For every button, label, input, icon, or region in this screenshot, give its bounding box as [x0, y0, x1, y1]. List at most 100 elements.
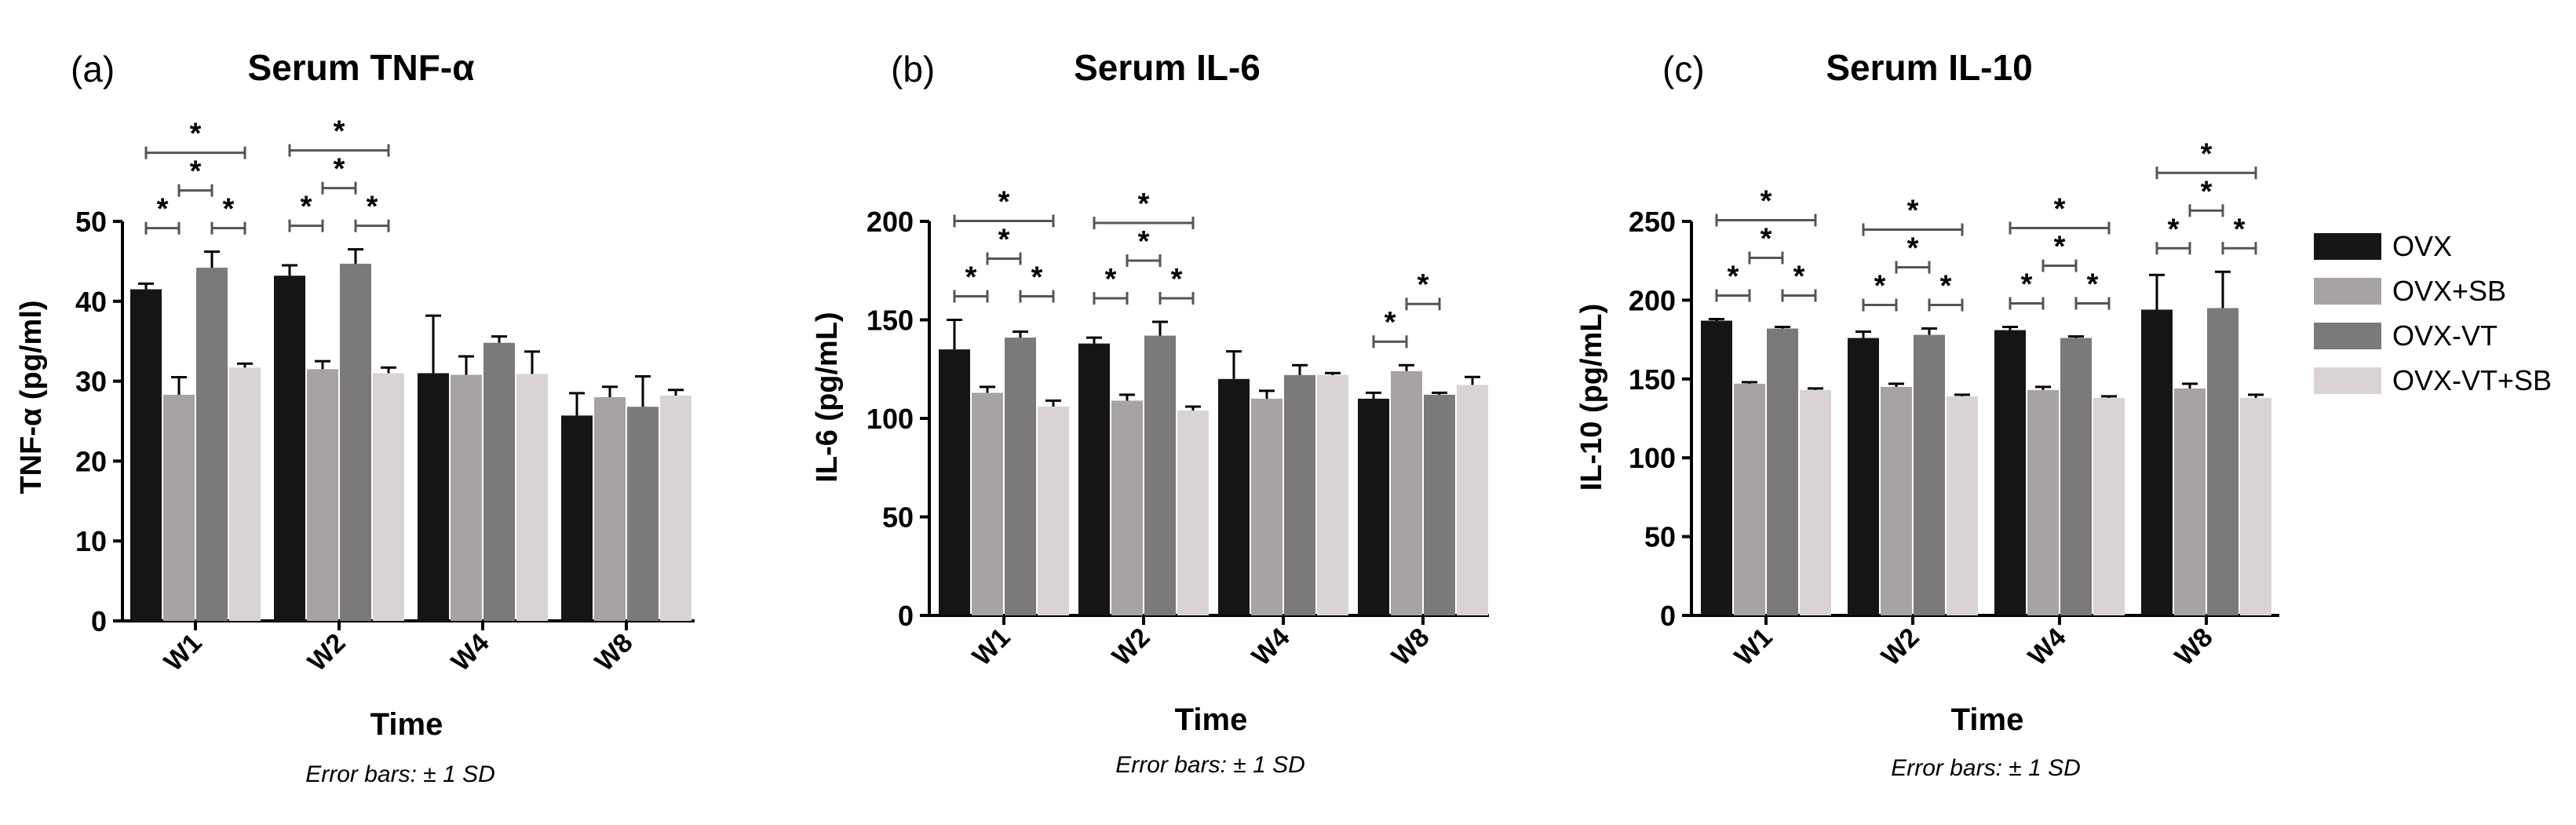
panel-b: (b) Serum IL-6 IL-6 (pg/mL) Time Error b…	[811, 47, 1489, 778]
chart-title: Serum IL-6	[1074, 47, 1261, 88]
x-tick-label: W2	[1876, 622, 1925, 672]
x-tick-label: W4	[2023, 622, 2072, 672]
significance-star: *	[1761, 222, 1772, 255]
y-tick-label: 100	[867, 403, 914, 435]
significance-star: *	[301, 191, 312, 224]
bar	[1701, 320, 1732, 615]
x-tick-label: W8	[1386, 622, 1436, 672]
significance-star: *	[1138, 188, 1150, 221]
error-bar-caption: Error bars: ± 1 SD	[305, 761, 495, 787]
significance-star: *	[998, 186, 1010, 219]
significance-star: *	[1728, 260, 1739, 293]
x-axis-label: Time	[1951, 703, 2024, 737]
legend: OVX OVX+SB OVX-VT OVX-VT+SB	[2314, 230, 2552, 396]
bar	[1111, 400, 1143, 615]
bar	[1800, 389, 1831, 615]
bar	[1284, 374, 1315, 615]
bar	[1424, 394, 1455, 615]
bar	[2027, 389, 2059, 615]
significance-star: *	[1138, 225, 1150, 258]
significance-star: *	[1761, 184, 1772, 217]
bar	[1251, 398, 1283, 615]
significance-star: *	[2021, 268, 2033, 301]
significance-star: *	[998, 224, 1010, 257]
bar	[451, 374, 482, 621]
significance-star: *	[1385, 306, 1396, 339]
panel-label: (a)	[71, 49, 115, 89]
legend-label-ovx: OVX	[2392, 230, 2452, 262]
y-tick-label: 50	[882, 502, 914, 534]
significance-star: *	[1031, 261, 1043, 294]
significance-star: *	[2201, 137, 2213, 170]
error-bar-caption: Error bars: ± 1 SD	[1115, 752, 1305, 778]
y-axis-label: IL-6 (pg/mL)	[811, 312, 844, 482]
bar	[1391, 371, 1422, 615]
plot-area-c: 0 50 100 150 200 250 W1 W2 W4 W8 * * * * * * * * * * * * * * * *	[1629, 137, 2279, 672]
y-axis-label: IL-10 (pg/mL)	[1575, 304, 1608, 491]
x-axis-label: Time	[1175, 703, 1248, 737]
error-bar-caption: Error bars: ± 1 SD	[1891, 755, 2081, 781]
bar	[1914, 334, 1945, 615]
bar	[2174, 388, 2206, 615]
significance-star: *	[1907, 232, 1919, 265]
bar	[2060, 338, 2092, 615]
legend-label-ovx-vt-sb: OVX-VT+SB	[2392, 364, 2552, 396]
significance-star: *	[1907, 195, 1919, 228]
x-tick-label: W1	[967, 622, 1016, 672]
bar	[1038, 406, 1069, 615]
y-tick-label: 150	[867, 305, 914, 337]
legend-swatch-ovx-sb	[2314, 278, 2381, 305]
y-tick-label: 150	[1629, 363, 1676, 396]
x-tick-label: W8	[2169, 622, 2219, 672]
y-tick-label: 200	[867, 206, 914, 238]
significance-star: *	[2054, 231, 2066, 264]
y-tick-label: 40	[75, 286, 107, 318]
bar	[2240, 397, 2271, 615]
significance-star: *	[2087, 268, 2099, 301]
bar	[627, 407, 659, 621]
significance-star: *	[190, 155, 202, 188]
plot-area-a: 0 10 20 30 40 50 W1 W2 W4 W8 * * * * * * * *	[75, 115, 695, 677]
bar	[340, 263, 371, 621]
bar	[594, 396, 626, 621]
significance-star: *	[2054, 193, 2066, 226]
y-tick-label: 0	[91, 605, 107, 637]
panel-label: (b)	[891, 49, 935, 89]
bar	[1947, 396, 1978, 615]
significance-star: *	[1171, 263, 1183, 296]
bar	[418, 373, 449, 621]
bar	[1177, 410, 1209, 615]
panel-label: (c)	[1662, 49, 1705, 89]
panel-c: (c) Serum IL-10 IL-10 (pg/mL) Time Error…	[1575, 47, 2279, 781]
bar	[1881, 386, 1912, 615]
x-tick-label: W1	[1729, 622, 1779, 672]
legend-swatch-ovx-vt	[2314, 323, 2381, 349]
significance-star: *	[157, 193, 169, 226]
chart-title: Serum TNF-α	[248, 47, 475, 88]
significance-star: *	[2168, 213, 2180, 246]
y-tick-label: 100	[1629, 442, 1676, 474]
significance-star: *	[1105, 263, 1117, 296]
y-tick-label: 200	[1629, 284, 1676, 316]
y-tick-label: 0	[1660, 600, 1676, 632]
bar	[483, 342, 515, 621]
bar	[2207, 308, 2238, 615]
y-tick-label: 50	[1644, 521, 1676, 553]
bar	[516, 374, 548, 621]
bar	[1218, 378, 1250, 615]
x-axis-label: Time	[370, 707, 443, 742]
bar	[307, 369, 338, 621]
y-axis-label: TNF-α (pg/ml)	[15, 300, 48, 494]
significance-star: *	[1874, 270, 1886, 303]
plot-area-b: 0 50 100 150 200 W1 W2 W4 W8 * * * * * * * * * *	[867, 186, 1489, 672]
legend-label-ovx-vt: OVX-VT	[2392, 319, 2498, 352]
bar	[274, 276, 305, 621]
significance-star: *	[190, 118, 202, 151]
bar	[939, 349, 970, 615]
significance-star: *	[367, 191, 378, 224]
bar	[163, 394, 195, 621]
y-tick-label: 30	[75, 366, 107, 398]
significance-star: *	[334, 153, 345, 186]
